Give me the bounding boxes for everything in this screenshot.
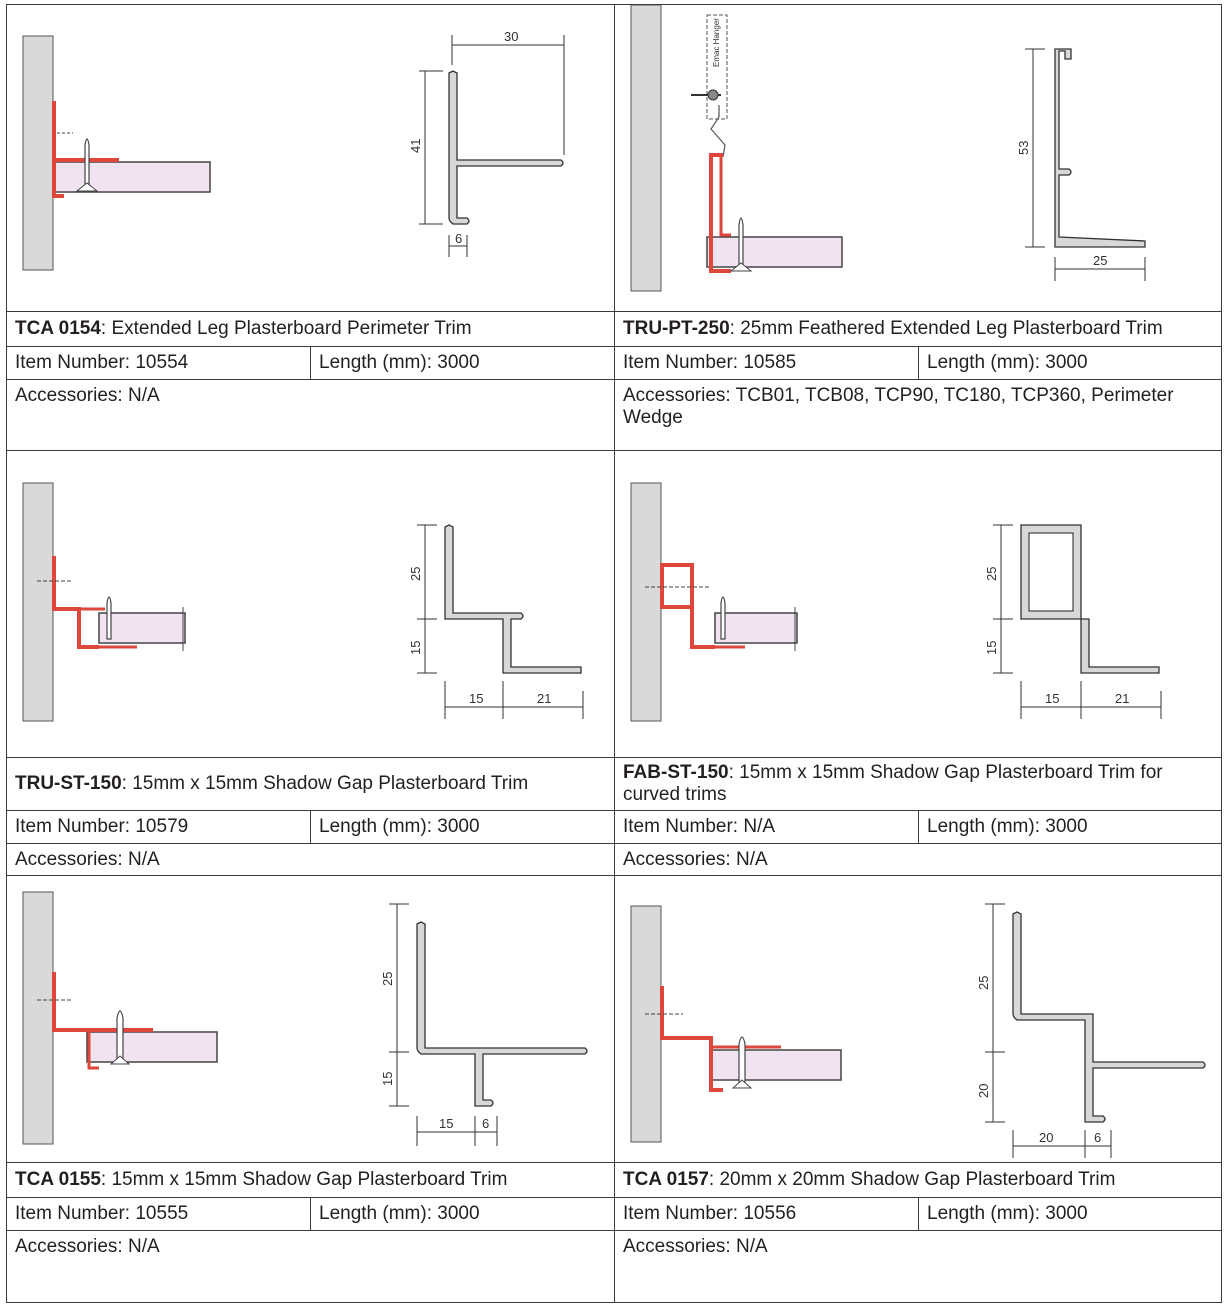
- dim-flange: 21: [1115, 691, 1129, 706]
- profile-detail: 25 20 20 6: [976, 903, 1206, 1158]
- item-number: Item Number: N/A: [614, 810, 919, 844]
- figure-tca-0157: 25 20 20 6: [614, 875, 1222, 1163]
- accessories: Accessories: N/A: [6, 1230, 615, 1303]
- profile-detail: 25 15 15 21: [408, 524, 584, 719]
- dim-lower: 15: [408, 641, 423, 655]
- length: Length (mm): 3000: [310, 346, 615, 380]
- dim-height: 53: [1016, 141, 1031, 155]
- product-name: : 15mm x 15mm Shadow Gap Plasterboard Tr…: [100, 1169, 508, 1190]
- dim-gap: 15: [439, 1116, 453, 1131]
- product-name: : 20mm x 20mm Shadow Gap Plasterboard Tr…: [708, 1169, 1116, 1190]
- item-number: Item Number: 10579: [6, 810, 311, 844]
- product-code: FAB-ST-150: [623, 762, 729, 783]
- section-detail: [630, 905, 842, 1143]
- product-name: : 15mm x 15mm Shadow Gap Plasterboard Tr…: [121, 773, 529, 794]
- dim-leg: 6: [455, 231, 462, 246]
- length: Length (mm): 3000: [310, 1197, 615, 1231]
- profile-detail: 53 25: [1016, 48, 1146, 281]
- section-detail: [630, 482, 798, 722]
- dim-lower: 15: [380, 1072, 395, 1086]
- accessories: Accessories: N/A: [6, 843, 615, 876]
- title-tru-st-150: TRU-ST-150: 15mm x 15mm Shadow Gap Plast…: [6, 757, 615, 811]
- accessories: Accessories: N/A: [6, 379, 615, 451]
- section-detail: [22, 891, 218, 1145]
- length: Length (mm): 3000: [918, 810, 1222, 844]
- section-detail: [22, 482, 186, 722]
- product-code: TCA 0154: [15, 318, 101, 339]
- product-name: : Extended Leg Plasterboard Perimeter Tr…: [100, 318, 472, 339]
- figure-tru-st-150: 25 15 15 21: [6, 450, 615, 758]
- dim-gap: 15: [1045, 691, 1059, 706]
- length: Length (mm): 3000: [918, 1197, 1222, 1231]
- profile-detail: 30 41 6: [408, 29, 565, 257]
- figure-fab-st-150: 25 15 15 21: [614, 450, 1222, 758]
- dim-leg: 6: [482, 1116, 489, 1131]
- dim-upper: 25: [976, 976, 991, 990]
- tru-st-150-drawing: 25 15 15 21: [22, 482, 584, 722]
- item-number: Item Number: 10554: [6, 346, 311, 380]
- dim-leg: 6: [1094, 1130, 1101, 1145]
- dim-upper: 25: [408, 567, 423, 581]
- item-number: Item Number: 10555: [6, 1197, 311, 1231]
- product-code: TCA 0157: [623, 1169, 709, 1190]
- title-tca-0154: TCA 0154: Extended Leg Plasterboard Peri…: [6, 311, 615, 347]
- tca-0157-drawing: 25 20 20 6: [630, 903, 1206, 1158]
- profile-detail: 25 15 15 6: [380, 903, 588, 1146]
- fab-st-150-drawing: 25 15 15 21: [630, 482, 1162, 722]
- accessories: Accessories: N/A: [614, 1230, 1222, 1303]
- section-detail: Emac Hanger: [630, 5, 843, 292]
- dim-lower: 15: [984, 641, 999, 655]
- dim-upper: 25: [380, 972, 395, 986]
- product-code: TCA 0155: [15, 1169, 101, 1190]
- dim-gap: 20: [1039, 1130, 1053, 1145]
- tca-0155-drawing: 25 15 15 6: [22, 891, 588, 1146]
- product-code: TRU-PT-250: [623, 318, 730, 339]
- title-tru-pt-250: TRU-PT-250: 25mm Feathered Extended Leg …: [614, 311, 1222, 347]
- accessories: Accessories: N/A: [614, 843, 1222, 876]
- item-number: Item Number: 10556: [614, 1197, 919, 1231]
- dim-lower: 20: [976, 1084, 991, 1098]
- dim-flange: 21: [537, 691, 551, 706]
- dim-upper: 25: [984, 567, 999, 581]
- product-grid: 30 41 6 Emac Hanger: [6, 4, 1222, 1303]
- title-tca-0157: TCA 0157: 20mm x 20mm Shadow Gap Plaster…: [614, 1162, 1222, 1198]
- item-number: Item Number: 10585: [614, 346, 919, 380]
- profile-detail: 25 15 15 21: [984, 524, 1162, 719]
- length: Length (mm): 3000: [310, 810, 615, 844]
- tca-0154-drawing: 30 41 6: [22, 29, 565, 271]
- accessories: Accessories: TCB01, TCB08, TCP90, TC180,…: [614, 379, 1222, 451]
- product-name: : 25mm Feathered Extended Leg Plasterboa…: [729, 318, 1163, 339]
- section-detail: [22, 35, 211, 271]
- figure-tru-pt-250: Emac Hanger 53 25: [614, 4, 1222, 312]
- product-code: TRU-ST-150: [15, 773, 122, 794]
- dim-gap: 15: [469, 691, 483, 706]
- dim-height: 41: [408, 139, 423, 153]
- title-fab-st-150: FAB-ST-150: 15mm x 15mm Shadow Gap Plast…: [614, 757, 1222, 811]
- length: Length (mm): 3000: [918, 346, 1222, 380]
- tru-pt-250-drawing: Emac Hanger 53 25: [630, 5, 1146, 292]
- product-name: : 15mm x 15mm Shadow Gap Plasterboard Tr…: [623, 762, 1163, 805]
- title-tca-0155: TCA 0155: 15mm x 15mm Shadow Gap Plaster…: [6, 1162, 615, 1198]
- dim-width: 30: [504, 29, 518, 44]
- hanger-label: Emac Hanger: [712, 18, 721, 67]
- figure-tca-0154: 30 41 6: [6, 4, 615, 312]
- dim-width: 25: [1093, 253, 1107, 268]
- figure-tca-0155: 25 15 15 6: [6, 875, 615, 1163]
